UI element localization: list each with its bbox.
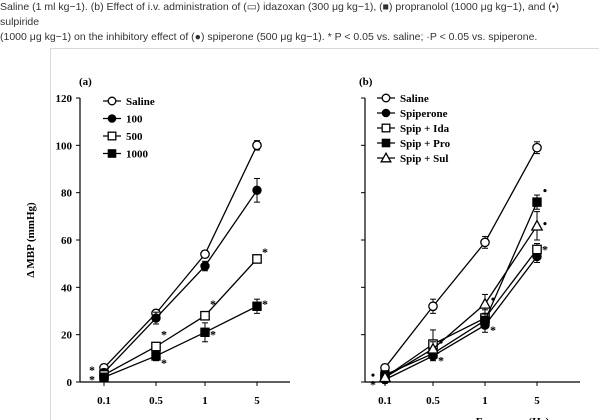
legend-marker [380, 151, 392, 163]
x-tick-label: 5 [534, 395, 540, 407]
legend-label: 100 [126, 114, 143, 126]
x-tick-label: 0.5 [426, 395, 440, 407]
data-point [480, 237, 490, 248]
x-tick-label: 1 [202, 395, 208, 407]
significance-mark: * [542, 242, 548, 256]
data-point [252, 185, 262, 196]
legend-marker [107, 131, 117, 141]
data-point [428, 301, 438, 312]
x-tick-label: 0.1 [97, 395, 111, 407]
legend-marker [381, 123, 391, 133]
data-point [151, 341, 161, 352]
x-tick-label: 1 [482, 395, 488, 407]
data-point [532, 244, 542, 255]
series-line [103, 258, 258, 376]
data-point [252, 254, 262, 264]
significance-mark: • [439, 335, 443, 349]
y-tick-label: 20 [61, 330, 73, 342]
legend-label: Spip + Sul [400, 153, 448, 165]
panel-label: (b) [359, 76, 373, 88]
y-tick-label: 40 [61, 282, 73, 294]
significance-mark: • [491, 292, 495, 306]
y-tick-label: 80 [61, 188, 73, 200]
series-line [103, 189, 258, 373]
panel-label: (a) [79, 76, 92, 88]
data-point [478, 297, 492, 309]
series-line [384, 201, 538, 376]
significance-mark: * [161, 328, 167, 342]
legend-marker [381, 138, 391, 148]
legend-label: 1000 [126, 149, 149, 161]
y-axis-label: Δ MBP (mmHg) [25, 202, 37, 278]
x-tick-label: 0.5 [149, 395, 163, 407]
y-tick-label: 0 [67, 377, 73, 389]
series-line [103, 145, 258, 369]
data-point [532, 142, 542, 153]
data-point [200, 310, 210, 321]
data-point [378, 370, 392, 383]
x-axis-label: Frequency (Hz) [476, 416, 550, 420]
data-point [532, 197, 542, 207]
data-point [480, 315, 490, 326]
legend-label: Saline [400, 93, 429, 105]
x-tick-label: 0.1 [378, 395, 392, 407]
legend-label: Spip + Ida [400, 123, 450, 135]
series-line [384, 225, 538, 378]
y-tick-label: 120 [56, 93, 73, 105]
y-tick-label: 60 [61, 235, 73, 247]
data-point [200, 327, 210, 338]
significance-mark: * [210, 297, 216, 311]
data-point [99, 372, 109, 382]
series-line [103, 305, 258, 378]
figure-caption: Saline (1 ml kg−1). (b) Effect of i.v. a… [0, 1, 559, 43]
data-point [252, 140, 262, 151]
significance-mark: * [89, 373, 95, 387]
significance-mark: * [161, 356, 167, 370]
data-point [426, 342, 440, 354]
y-tick-label: 100 [56, 140, 73, 152]
significance-mark: * [262, 297, 268, 311]
data-point [530, 219, 544, 231]
significance-mark: • [543, 216, 547, 230]
legend-marker [381, 108, 391, 118]
legend-marker [107, 96, 117, 106]
legend-marker [107, 114, 117, 123]
legend-marker [381, 93, 391, 103]
significance-mark: * [438, 354, 444, 368]
data-point [200, 261, 210, 271]
legend-label: Spiperone [400, 108, 448, 120]
significance-mark: * [89, 363, 95, 377]
series-line [384, 256, 538, 381]
x-tick-label: 5 [254, 395, 260, 407]
legend-label: 500 [126, 131, 143, 143]
legend-label: Spip + Pro [400, 138, 451, 150]
data-point [200, 249, 210, 260]
significance-mark: • [543, 183, 547, 197]
data-point [252, 301, 262, 311]
figure-panel [50, 48, 599, 420]
significance-mark: • [371, 368, 375, 382]
legend-label: Saline [126, 96, 155, 108]
data-point [151, 313, 161, 323]
significance-mark: * [370, 377, 376, 391]
significance-mark: * [210, 328, 216, 342]
significance-mark: * [262, 245, 268, 259]
series-line [384, 249, 538, 378]
significance-mark: * [490, 323, 496, 337]
legend-marker [107, 149, 117, 158]
data-point [151, 351, 161, 361]
series-line [384, 147, 538, 369]
